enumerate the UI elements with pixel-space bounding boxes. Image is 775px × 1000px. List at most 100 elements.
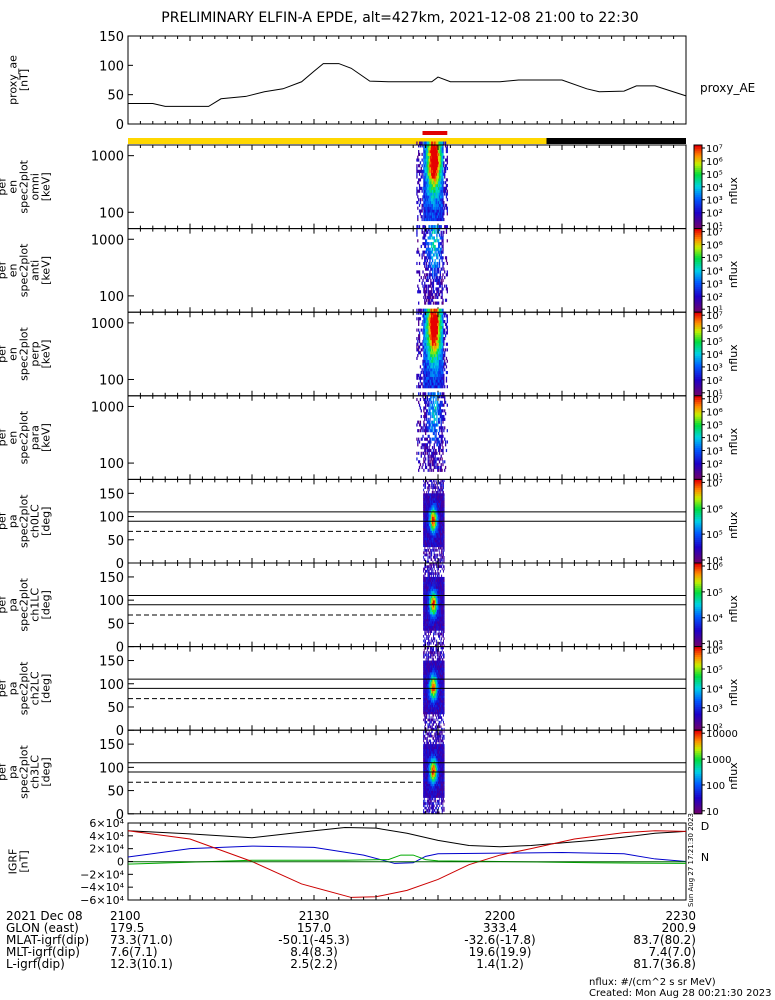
panel-2-cell [430,317,432,321]
panel-2-cell [423,311,425,315]
panel-5-cell [429,576,431,580]
panel-4-cell [436,495,438,499]
panel-0-cell [436,144,438,148]
panel-0-cell [444,186,446,190]
panel-2-ylabel: spec2plot [18,327,31,381]
panel-1-cell [422,270,424,274]
panel-5-cell [428,604,430,608]
panel-1-cell [432,281,435,285]
panel-2-cell [444,320,446,324]
panel-0-cell [416,186,418,190]
panel-0-cell [436,164,438,168]
colorbar-3-swatch [694,404,702,407]
panel-2-cell [439,334,442,338]
panel-2-cell [437,376,439,380]
colorbar-0-swatch [694,145,702,148]
panel-2-cell [430,348,432,352]
panel-2-cell [438,359,441,363]
panel-5-cell [433,581,435,585]
panel-5-cell [424,574,426,578]
panel-4-cell [428,493,430,496]
panel-1-cell [432,290,435,294]
panel-0-cell [439,183,442,188]
panel-3-cell [424,451,427,455]
panel-2-cell [436,362,438,366]
panel-3-cell [444,440,447,444]
panel-5-cell [434,579,436,582]
panel-5-cell [426,576,428,580]
panel-1-cell [440,253,442,257]
panel-2-cell [424,385,426,389]
panel-3-cell [434,448,436,453]
panel-4-cell [439,511,441,515]
panel-4-cell [429,525,431,529]
panel-2-cell [419,379,422,383]
panel-0-cell [428,206,430,210]
panel-0-cell [437,141,439,145]
colorbar-2-swatch [694,362,702,365]
panel-0-cell [425,215,428,219]
panel-1-cell [442,239,444,243]
panel-4-cell [433,544,435,548]
panel-3-cell [442,420,444,424]
panel-0-cell [430,206,432,210]
panel-0-cell [423,198,425,202]
panel-0-cell [429,206,431,210]
panel-3-cell [444,417,446,421]
panel-4-cell [427,516,429,520]
panel-4-cell [433,493,435,496]
panel-5-cell [426,569,428,573]
panel-4-cell [431,502,433,506]
panel-0-cell [435,186,437,190]
panel-2-cell [423,339,425,343]
panel-5-cell [438,607,439,610]
panel-2-cell [437,337,439,341]
panel-5-cell [426,602,428,606]
panel-2-cell [418,345,420,349]
panel-4-cell [441,530,443,534]
panel-2-cell [438,373,440,377]
panel-4-cell [425,549,427,552]
panel-2-cell [424,339,426,343]
panel-4-cell [436,502,438,506]
panel-1-cell [427,301,429,305]
panel-0-cell [417,169,419,173]
panel-4-cell [435,509,437,513]
panel-2-cell [436,322,438,326]
panel-5-cell [437,611,439,615]
panel-0-cell [421,203,423,207]
panel-0-cell [425,181,428,185]
panel-3-cell [442,417,444,421]
colorbar-3-swatch [694,460,702,464]
panel-1-cell [430,281,432,285]
panel-0-cell [430,161,432,165]
panel-4-ylabel: ch0LC [29,504,42,538]
panel-0-cell [429,200,431,205]
panel-2-cell [441,368,443,372]
panel-5-cell [433,618,435,622]
panel-0-cell [427,152,429,156]
panel-4-cell [423,507,425,510]
panel-4-cell [439,528,441,531]
panel-0-cell [431,164,433,168]
panel-0-cell [434,172,436,176]
panel-0-cell [424,147,427,151]
panel-4-cell [434,532,436,536]
panel-3-cell [434,406,436,410]
panel-2-cell [440,334,442,338]
panel-2-cell [428,385,430,389]
panel-3-cell [435,423,437,427]
panel-3-cell [436,451,438,455]
panel-0-cell [433,158,435,162]
panel-4-cell [425,504,427,508]
panel-5-cell [430,583,432,587]
panel-2-cell [418,308,421,312]
panel-4-cell [434,511,436,515]
panel-2-cell [424,328,426,332]
colorbar-2-swatch [694,318,702,321]
panel-4-cell [431,504,433,508]
panel-0-cell [429,155,431,159]
panel-5-cell [424,593,426,596]
panel-2-cell [440,354,442,358]
panel-3-cell [438,406,441,410]
